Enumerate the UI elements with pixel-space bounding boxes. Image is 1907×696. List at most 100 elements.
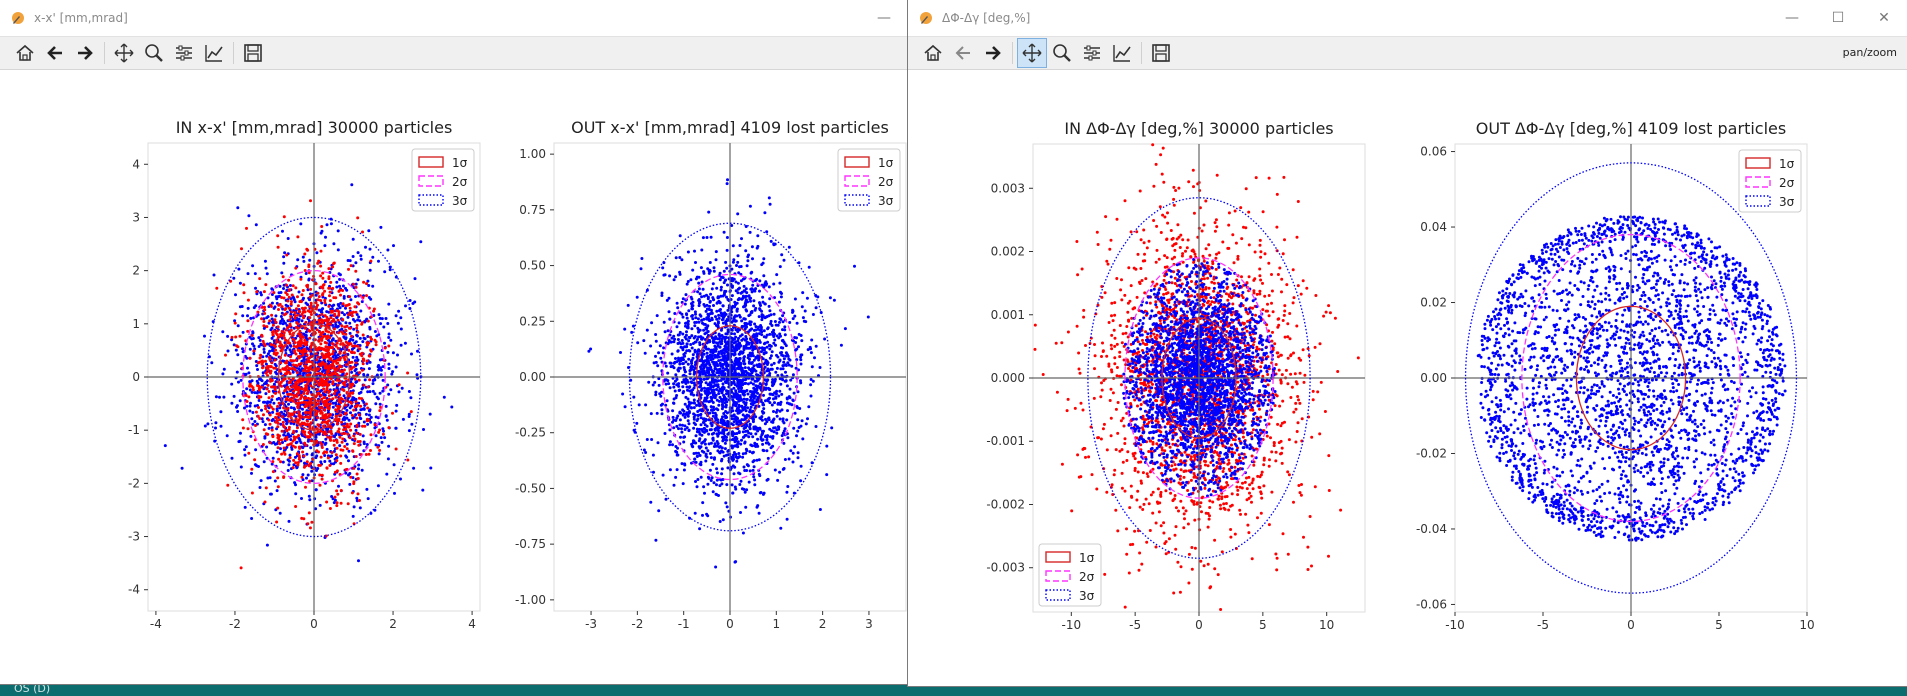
scatter-point (331, 352, 335, 356)
scatter-point (329, 331, 333, 335)
scatter-point (296, 295, 299, 299)
scatter-point (327, 286, 331, 290)
scatter-point (264, 392, 268, 396)
scatter-point (350, 183, 354, 187)
scatter-point (787, 363, 791, 367)
scatter-point (747, 372, 751, 376)
scatter-point (723, 354, 727, 358)
scatter-point (316, 388, 320, 391)
scatter-point (387, 392, 391, 396)
scatter-point (354, 413, 358, 417)
configure-subplots-button[interactable] (169, 38, 199, 68)
scatter-point (748, 204, 752, 208)
scatter-point (351, 449, 355, 453)
scatter-point (275, 397, 279, 401)
scatter-point (809, 351, 813, 355)
scatter-point (282, 336, 286, 340)
scatter-point (667, 296, 671, 300)
scatter-point (319, 382, 323, 386)
scatter-point (794, 341, 798, 344)
scatter-point (349, 428, 353, 432)
scatter-point (334, 395, 338, 399)
scatter-point (305, 388, 309, 392)
scatter-point (296, 461, 300, 464)
scatter-point (391, 411, 394, 415)
scatter-point (300, 387, 304, 391)
scatter-point (361, 424, 364, 428)
subplot-2[interactable]: -3 -2 -1 0 1 2 3-1.00-0.75-0.50-0.250.000.250.… (515, 118, 907, 631)
scatter-point (721, 276, 725, 280)
scatter-point (234, 312, 238, 316)
scatter-point (316, 291, 320, 295)
scatter-point (290, 351, 294, 355)
scatter-point (339, 461, 343, 465)
scatter-point (264, 359, 267, 363)
scatter-point (320, 338, 324, 342)
scatter-point (748, 422, 752, 426)
scatter-point (409, 396, 413, 400)
scatter-point (762, 449, 766, 453)
scatter-point (772, 312, 776, 316)
zoom-button[interactable] (139, 38, 169, 68)
scatter-point (758, 279, 762, 283)
scatter-point (799, 358, 803, 362)
scatter-point (692, 426, 696, 430)
scatter-point (694, 434, 698, 438)
scatter-point (283, 389, 287, 393)
scatter-point (340, 311, 344, 315)
scatter-point (232, 394, 236, 398)
scatter-point (257, 345, 261, 348)
scatter-point (259, 479, 263, 483)
scatter-point (661, 266, 665, 270)
scatter-point (294, 505, 298, 508)
scatter-point (252, 316, 255, 320)
scatter-point (746, 259, 750, 263)
scatter-point (333, 370, 337, 374)
scatter-point (733, 485, 737, 489)
home-button[interactable] (10, 38, 40, 68)
pan-icon (114, 43, 134, 63)
scatter-point (354, 295, 357, 298)
scatter-point (774, 396, 778, 400)
scatter-point (341, 302, 345, 306)
scatter-point (346, 432, 350, 436)
scatter-point (791, 317, 795, 321)
scatter-point (266, 374, 270, 378)
scatter-point (357, 421, 361, 425)
scatter-point (348, 406, 352, 410)
back-button[interactable] (40, 38, 70, 68)
title-bar[interactable]: x-x' [mm,mrad] — (0, 0, 907, 36)
scatter-point (689, 366, 693, 369)
minimize-button[interactable]: — (861, 0, 907, 36)
scatter-point (757, 358, 761, 362)
forward-button[interactable] (70, 38, 100, 68)
zoom-icon (145, 44, 163, 62)
save-button[interactable] (238, 38, 268, 68)
y-tick-label: 1 (132, 317, 140, 331)
scatter-point (659, 356, 663, 360)
scatter-point (300, 319, 304, 323)
scatter-point (316, 399, 320, 403)
scatter-point (678, 330, 682, 334)
scatter-point (746, 255, 750, 259)
scatter-point (364, 402, 368, 406)
scatter-point (266, 476, 270, 480)
scatter-point (662, 320, 666, 324)
scatter-point (416, 349, 419, 353)
scatter-point (354, 455, 358, 458)
scatter-point (323, 301, 327, 305)
scatter-point (344, 286, 347, 290)
scatter-point (672, 426, 676, 430)
scatter-point (832, 298, 836, 302)
edit-axis-button[interactable] (199, 38, 229, 68)
scatter-point (714, 565, 718, 569)
pan-button[interactable] (109, 38, 139, 68)
scatter-point (246, 329, 250, 333)
scatter-point (355, 333, 359, 337)
scatter-point (321, 276, 325, 280)
scatter-point (698, 313, 702, 317)
scatter-point (352, 408, 356, 412)
scatter-point (786, 436, 790, 440)
